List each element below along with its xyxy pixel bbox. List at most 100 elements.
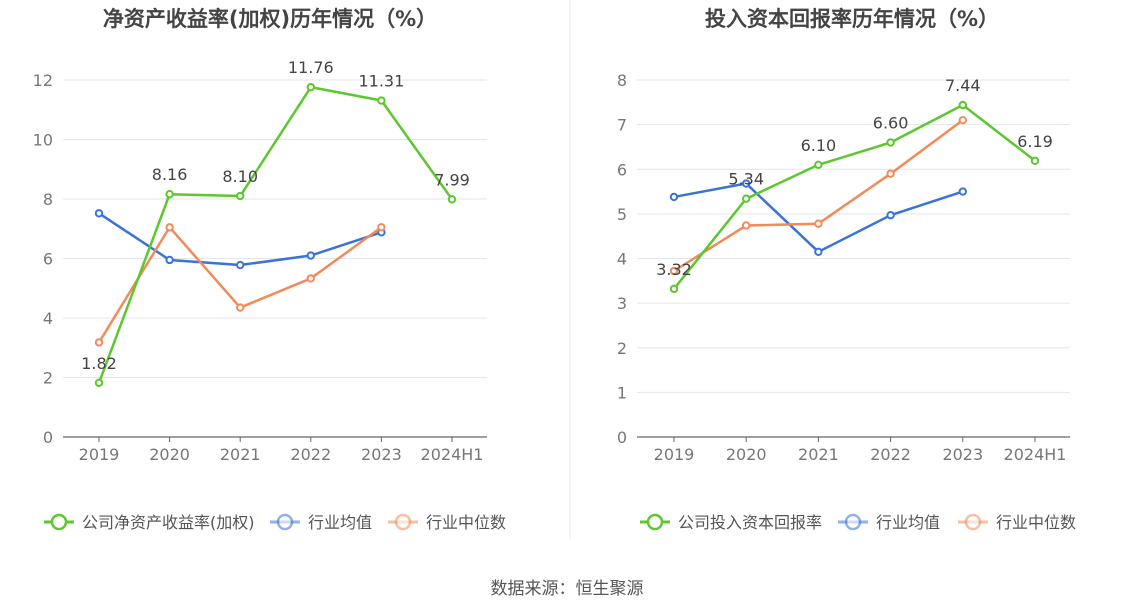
legend-label: 公司投入资本回报率 [678, 513, 822, 532]
series-line [97, 226, 383, 344]
y-tick-label: 2 [617, 339, 627, 358]
data-point[interactable] [886, 211, 895, 220]
data-point[interactable] [742, 194, 751, 203]
legend-marker [964, 513, 982, 531]
data-point[interactable] [165, 190, 174, 199]
y-tick-label: 7 [617, 116, 627, 135]
data-point[interactable] [958, 187, 967, 196]
data-point[interactable] [958, 100, 967, 110]
x-tick-label: 2024H1 [421, 445, 484, 464]
legend-marker [394, 513, 412, 531]
data-point[interactable] [94, 338, 104, 347]
series-industry-median [94, 223, 386, 347]
data-label: 8.10 [222, 167, 258, 186]
y-tick-label: 5 [617, 205, 627, 224]
series-industry-avg [669, 179, 967, 257]
data-point[interactable] [377, 223, 386, 232]
x-tick-label: 2023 [361, 445, 402, 464]
x-tick-label: 2022 [290, 445, 331, 464]
data-point[interactable] [814, 247, 823, 257]
legend-item-company[interactable]: 公司净资产收益率(加权) [44, 513, 255, 532]
legend-item-industry-avg[interactable]: 行业均值 [838, 513, 940, 532]
legend-marker [646, 513, 664, 531]
data-point[interactable] [958, 115, 967, 125]
data-point[interactable] [165, 255, 174, 265]
chart-panel-1: 净资产收益率(加权)历年情况（%） 0 2 4 6 8 10 12 2019 2020 2021 20… [33, 7, 506, 532]
data-point[interactable] [742, 179, 751, 188]
y-tick-label: 6 [43, 250, 53, 269]
chart-panel-2: 投入资本回报率历年情况（%） 0 1 2 3 4 5 6 7 8 2019 2020 2021 2022 2… [617, 7, 1076, 532]
x-tick-label: 2019 [79, 445, 120, 464]
data-point[interactable] [886, 169, 895, 178]
x-tick-label: 2021 [798, 445, 839, 464]
x-tick-label: 2019 [654, 445, 695, 464]
data-point[interactable] [669, 284, 679, 294]
data-point[interactable] [447, 195, 457, 204]
data-point[interactable] [886, 138, 895, 147]
legend-item-company[interactable]: 公司投入资本回报率 [640, 513, 822, 532]
data-label: 6.19 [1017, 132, 1053, 151]
data-label: 6.60 [873, 113, 909, 132]
legend-label: 行业中位数 [426, 513, 506, 532]
data-label: 5.34 [728, 170, 764, 189]
x-tick-label: 2023 [942, 445, 983, 464]
data-point[interactable] [236, 303, 245, 312]
legend-marker [276, 513, 294, 531]
legend-label: 公司净资产收益率(加权) [82, 513, 255, 532]
series-line [673, 103, 1036, 290]
legend-label: 行业中位数 [996, 513, 1076, 532]
series-line [673, 182, 964, 254]
data-label: 7.99 [434, 170, 470, 189]
data-label: 1.82 [81, 354, 117, 373]
data-point[interactable] [377, 96, 386, 105]
y-tick-label: 3 [617, 294, 627, 313]
x-tick-label: 2020 [726, 445, 767, 464]
y-tick-label: 6 [617, 160, 627, 179]
y-tick-label: 8 [617, 71, 627, 90]
data-label: 3.32 [656, 260, 692, 279]
data-point[interactable] [165, 223, 174, 232]
data-point[interactable] [669, 266, 679, 276]
data-label: 8.16 [152, 165, 188, 184]
chart-title: 净资产收益率(加权)历年情况（%） [103, 7, 437, 31]
y-tick-label: 4 [617, 250, 627, 269]
data-point[interactable] [742, 221, 751, 230]
y-tick-label: 4 [43, 309, 53, 328]
legend-marker [50, 513, 68, 531]
data-point[interactable] [306, 251, 315, 260]
x-tick-label: 2020 [149, 445, 190, 464]
x-tick-label: 2024H1 [1004, 445, 1067, 464]
legend-item-industry-median[interactable]: 行业中位数 [388, 513, 506, 532]
legend-label: 行业均值 [876, 513, 940, 532]
chart-title: 投入资本回报率历年情况（%） [705, 7, 999, 31]
data-point[interactable] [94, 209, 104, 218]
legend-item-industry-median[interactable]: 行业中位数 [958, 513, 1076, 532]
data-point[interactable] [306, 82, 315, 92]
legend-label: 行业均值 [308, 513, 372, 532]
data-point[interactable] [236, 191, 245, 201]
series-line [97, 85, 454, 384]
data-point[interactable] [814, 160, 823, 169]
data-point[interactable] [814, 219, 823, 228]
y-tick-label: 0 [617, 428, 627, 447]
series-industry-avg [94, 209, 386, 270]
data-point[interactable] [1030, 156, 1040, 165]
data-point[interactable] [669, 192, 679, 202]
x-tick-label: 2022 [870, 445, 911, 464]
data-point[interactable] [306, 274, 315, 283]
series-company [94, 82, 457, 388]
data-label: 11.76 [288, 58, 334, 77]
data-source-note: 数据来源：恒生聚源 [490, 579, 644, 599]
y-tick-label: 0 [43, 428, 53, 447]
y-tick-label: 2 [43, 369, 53, 388]
data-point[interactable] [236, 260, 245, 270]
data-label: 11.31 [358, 72, 404, 91]
series-company [669, 100, 1040, 294]
legend-marker [844, 513, 862, 531]
legend-item-industry-avg[interactable]: 行业均值 [270, 513, 372, 532]
y-tick-label: 12 [33, 71, 53, 90]
data-point[interactable] [94, 378, 104, 388]
y-tick-label: 1 [617, 383, 627, 402]
x-tick-label: 2021 [220, 445, 261, 464]
